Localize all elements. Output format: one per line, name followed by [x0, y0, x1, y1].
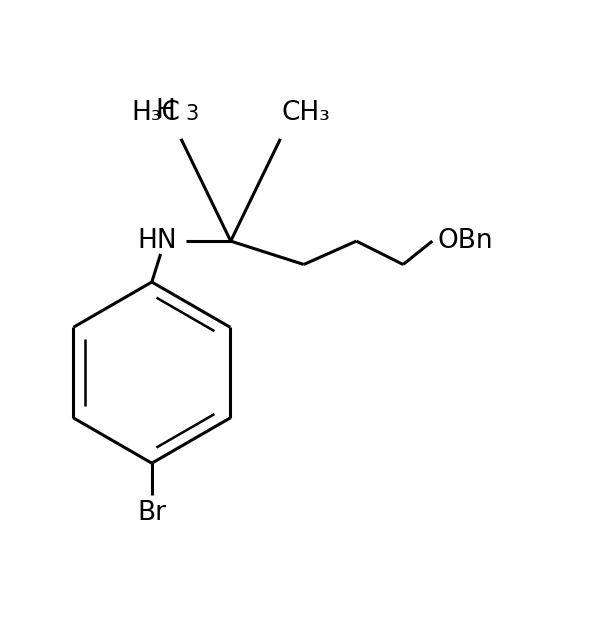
Text: Br: Br — [137, 500, 166, 526]
Text: OBn: OBn — [437, 228, 493, 254]
Text: H: H — [155, 98, 175, 124]
Text: 3: 3 — [186, 104, 199, 124]
Text: H₃C: H₃C — [131, 100, 180, 126]
Text: CH₃: CH₃ — [281, 100, 330, 126]
Text: HN: HN — [138, 228, 178, 254]
